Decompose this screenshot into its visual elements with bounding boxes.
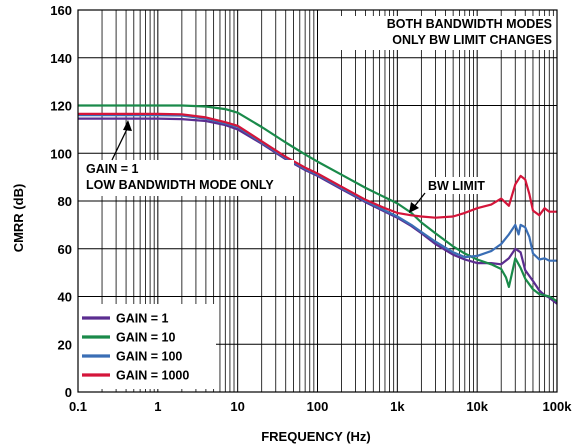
bw-limit-note: BW LIMIT [428, 179, 485, 193]
top-right-note-line1: BOTH BANDWIDTH MODES [387, 17, 552, 31]
bw-limit-note-box [425, 177, 499, 194]
legend-label: GAIN = 1 [116, 312, 168, 326]
y-tick-label: 60 [58, 242, 72, 257]
bw-limit-arrow [409, 192, 426, 213]
y-tick-label: 140 [50, 51, 72, 66]
x-tick-label: 1 [154, 399, 161, 414]
grid [78, 10, 557, 392]
series-line-gain-1000 [78, 112, 557, 219]
legend-label: GAIN = 1000 [116, 369, 189, 383]
y-tick-label: 0 [65, 385, 72, 400]
top-right-note-box [335, 16, 555, 50]
series-lines [78, 104, 558, 305]
top-right-note-line2: ONLY BW LIMIT CHANGES [392, 33, 552, 47]
x-axis-label: FREQUENCY (Hz) [261, 429, 371, 444]
gain1-note-line1: GAIN = 1 [86, 162, 138, 176]
legend: GAIN = 1 GAIN = 10 GAIN = 100 GAIN = 1000 [76, 304, 216, 389]
x-tick-label: 100k [543, 399, 573, 414]
plot-frame [77, 9, 558, 393]
y-tick-label: 100 [50, 146, 72, 161]
gain1-note-line2: LOW BANDWIDTH MODE ONLY [86, 178, 274, 192]
x-tick-label: 1k [390, 399, 405, 414]
gain1-arrow [111, 120, 132, 161]
y-tick-label: 160 [50, 3, 72, 18]
x-tick-label: 10k [466, 399, 488, 414]
x-tick-labels: 0.1 1 10 100 1k 10k 100k [69, 399, 572, 414]
y-axis-label: CMRR (dB) [11, 184, 26, 253]
series-line-gain-100 [78, 113, 557, 262]
x-tick-label: 10 [230, 399, 244, 414]
legend-label: GAIN = 10 [116, 331, 175, 345]
series-line-gain-10 [78, 104, 558, 303]
legend-label: GAIN = 100 [116, 350, 182, 364]
y-tick-label: 80 [58, 194, 72, 209]
gain1-note-box [82, 160, 294, 196]
y-tick-label: 20 [58, 337, 72, 352]
y-tick-label: 120 [50, 99, 72, 114]
x-tick-label: 100 [307, 399, 329, 414]
y-tick-labels: 0 20 40 60 80 100 120 140 160 [50, 3, 72, 400]
x-tick-label: 0.1 [69, 399, 87, 414]
y-tick-label: 40 [58, 290, 72, 305]
